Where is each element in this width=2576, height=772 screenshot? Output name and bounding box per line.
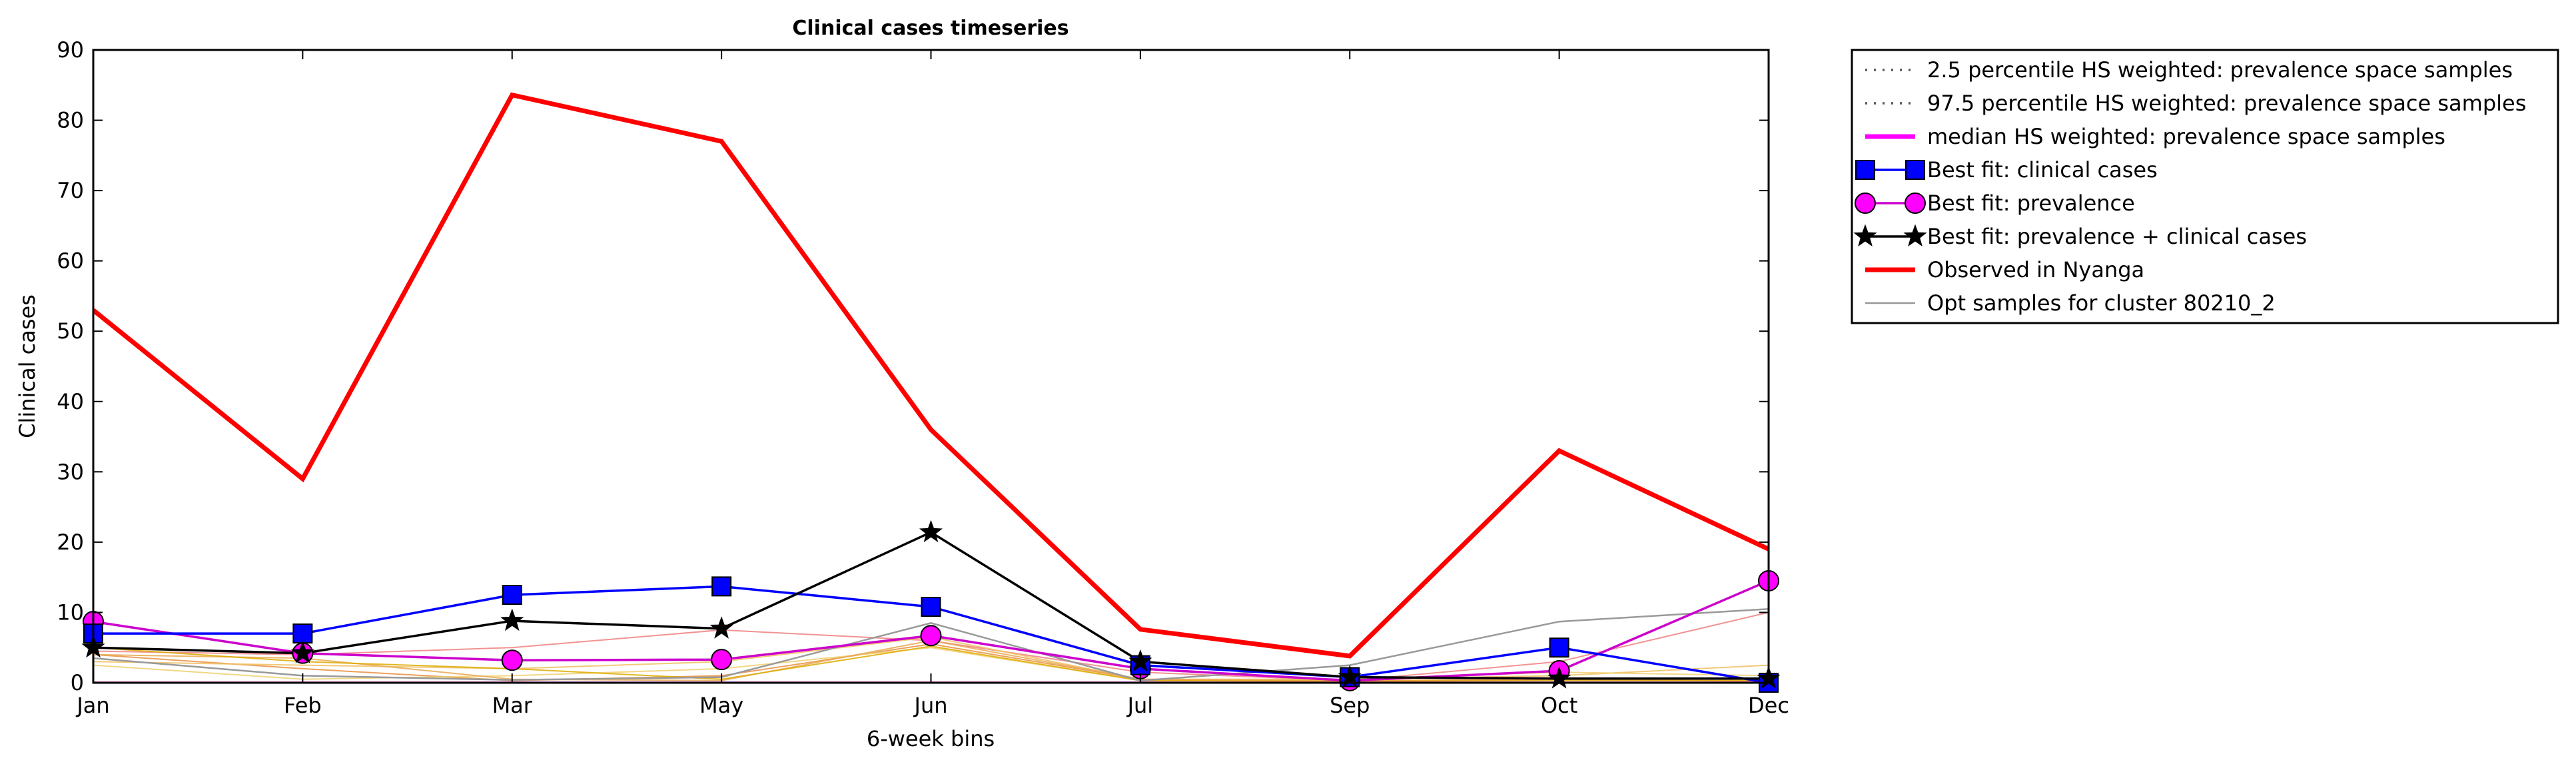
plot-frame [92,49,1770,684]
x-tick-label: Mar [492,693,533,718]
legend-frame [1851,49,2559,324]
legend-label-5: Best fit: prevalence + clinical cases [1927,224,2307,249]
y-axis-label: Clinical cases [15,294,40,438]
y-tick-label: 40 [57,389,84,414]
legend-label-6: Observed in Nyanga [1927,257,2144,282]
series-3-marker [711,576,732,597]
series-4-marker [920,625,942,647]
legend-marker-3 [1905,160,1925,180]
series-5-marker [500,608,524,631]
axis-layer: Jan Feb Mar May Jun Jul Sep Oct Dec 0 10 20 30 40 50 60… [57,37,1789,718]
series-layer [93,92,1769,683]
legend-label-0: 2.5 percentile HS weighted: prevalence s… [1927,57,2513,83]
series-line-6 [93,92,1769,659]
x-tick-label: May [699,693,743,718]
series-4-marker [501,649,523,671]
legend-label-1: 97.5 percentile HS weighted: prevalence … [1927,91,2526,116]
series-3-marker [292,623,313,644]
series-5-marker [1128,649,1152,672]
series-3-marker [502,585,522,605]
y-tick-label: 10 [57,599,84,625]
legend-marker-4 [1855,193,1876,214]
x-tick-label: Oct [1541,693,1577,718]
legend-label-2: median HS weighted: prevalence space sam… [1927,124,2445,149]
series-5-marker [919,520,943,543]
x-tick-label: Jun [913,693,948,718]
x-tick-label: Dec [1748,693,1789,718]
legend-marker-5 [1903,224,1927,246]
y-tick-label: 0 [71,670,84,695]
series-3-marker [921,597,941,617]
x-tick-label: Feb [284,693,322,718]
series-5-marker [290,641,314,663]
legend: 2.5 percentile HS weighted: prevalence s… [1851,49,2559,324]
series-3-marker [1549,637,1569,658]
y-tick-label: 20 [57,530,84,555]
x-tick-label: Jul [1126,693,1154,718]
y-tick-label: 30 [57,459,84,484]
y-tick-label: 60 [57,248,84,274]
legend-label-7: Opt samples for cluster 80210_2 [1927,290,2276,316]
y-tick-label: 70 [57,178,84,203]
x-axis-label: 6-week bins [867,726,995,751]
legend-marker-5 [1853,224,1877,246]
chart-title: Clinical cases timeseries [792,17,1069,40]
legend-marker-4 [1905,193,1926,214]
y-tick-label: 90 [57,37,84,63]
y-tick-label: 80 [57,108,84,133]
series-5-marker [709,616,733,639]
series-4-marker [711,649,733,671]
x-tick-label: Sep [1330,693,1370,718]
x-tick-label: Jan [75,693,109,718]
legend-label-4: Best fit: prevalence [1927,191,2135,216]
legend-label-3: Best fit: clinical cases [1927,157,2158,183]
y-tick-label: 50 [57,318,84,344]
legend-marker-3 [1855,160,1875,180]
series-line-7 [93,607,1769,682]
